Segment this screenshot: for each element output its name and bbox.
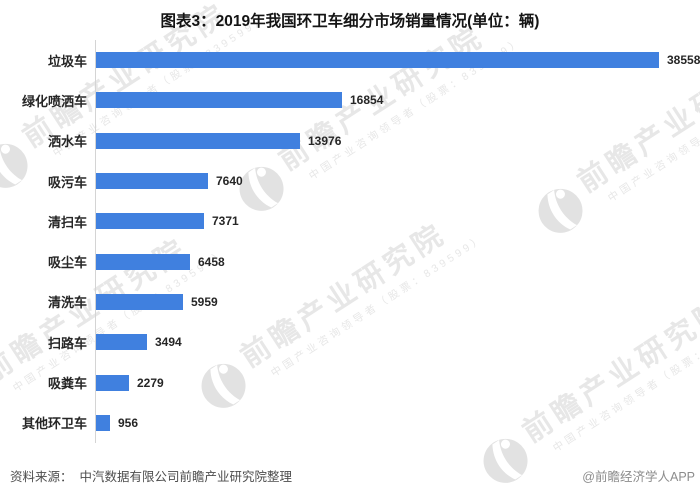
- value-label: 7640: [216, 174, 243, 189]
- source-text: 中汽数据有限公司前瞻产业研究院整理: [79, 470, 293, 484]
- bar-chart: 垃圾车 38558 绿化喷洒车 16854 洒水车 13976 吸污车 7640 清扫车 7371…: [0, 40, 700, 443]
- bar-row: 垃圾车 38558: [0, 40, 700, 80]
- bar: [96, 173, 208, 190]
- category-label: 扫路车: [47, 335, 87, 351]
- bar: [96, 334, 147, 351]
- bar-row: 吸尘车 6458: [0, 241, 700, 281]
- source-label: 资料来源：: [10, 470, 73, 484]
- bar: [96, 293, 183, 310]
- value-label: 38558: [667, 53, 700, 68]
- bar-row: 洒水车 13976: [0, 121, 700, 161]
- bar: [96, 92, 342, 109]
- bar: [96, 374, 129, 391]
- bar: [96, 52, 659, 69]
- bar-row: 吸污车 7640: [0, 161, 700, 201]
- source-note: 资料来源： 中汽数据有限公司前瞻产业研究院整理: [10, 466, 292, 485]
- bar: [96, 213, 204, 230]
- category-label: 清扫车: [47, 214, 87, 230]
- bar-row: 绿化喷洒车 16854: [0, 80, 700, 120]
- value-label: 3494: [155, 335, 182, 350]
- bar: [96, 414, 110, 431]
- value-label: 13976: [308, 133, 342, 148]
- category-label: 其他环卫车: [21, 416, 87, 432]
- category-label: 清洗车: [47, 295, 87, 311]
- category-label: 吸粪车: [47, 376, 87, 392]
- category-label: 绿化喷洒车: [21, 93, 87, 109]
- category-label: 洒水车: [47, 134, 87, 150]
- value-label: 7371: [212, 214, 239, 229]
- chart-title: 图表3：2019年我国环卫车细分市场销量情况(单位：辆): [160, 13, 540, 30]
- bar-row: 其他环卫车 956: [0, 403, 700, 443]
- bar-row: 清洗车 5959: [0, 282, 700, 322]
- value-label: 956: [118, 415, 139, 430]
- category-label: 吸污车: [47, 174, 87, 190]
- y-axis-line: [95, 40, 96, 443]
- category-label: 吸尘车: [47, 255, 87, 271]
- bar-row: 吸粪车 2279: [0, 362, 700, 402]
- value-label: 2279: [137, 375, 164, 390]
- credit-note: @前瞻经济学人APP: [582, 470, 695, 484]
- footer: 资料来源： 中汽数据有限公司前瞻产业研究院整理 @前瞻经济学人APP: [0, 466, 700, 485]
- value-label: 5959: [191, 294, 218, 309]
- bar-row: 扫路车 3494: [0, 322, 700, 362]
- bar: [96, 132, 300, 149]
- bar-row: 清扫车 7371: [0, 201, 700, 241]
- value-label: 6458: [198, 254, 225, 269]
- value-label: 16854: [350, 93, 384, 108]
- bar: [96, 253, 190, 270]
- category-label: 垃圾车: [47, 53, 87, 69]
